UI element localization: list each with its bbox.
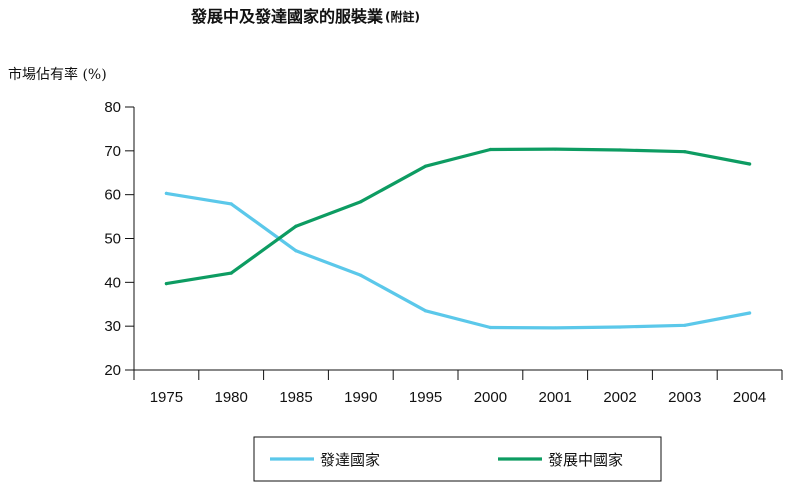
data-point <box>748 162 752 166</box>
axes <box>133 107 782 371</box>
data-point <box>294 249 298 253</box>
y-tick-label: 60 <box>104 187 121 204</box>
data-point <box>359 200 363 204</box>
data-point <box>748 311 752 315</box>
y-tick-label: 50 <box>104 231 121 248</box>
data-point <box>229 271 233 275</box>
x-tick-label: 1985 <box>279 389 312 406</box>
data-point <box>294 224 298 228</box>
chart-title-note: (附註) <box>385 9 420 24</box>
legend-label-1: 發達國家 <box>320 451 380 469</box>
x-tick-label: 2004 <box>733 389 766 406</box>
data-point <box>359 273 363 277</box>
data-point <box>164 191 168 195</box>
data-point <box>618 325 622 329</box>
y-tick-label: 20 <box>104 362 121 379</box>
x-tick-label: 1995 <box>409 389 442 406</box>
data-point <box>553 147 557 151</box>
x-tick-label: 1990 <box>344 389 377 406</box>
legend-label-2: 發展中國家 <box>548 451 623 469</box>
data-point <box>553 326 557 330</box>
x-tick-label: 2000 <box>474 389 507 406</box>
data-point <box>683 323 687 327</box>
series-lines <box>164 147 752 330</box>
series-line-2 <box>164 147 752 286</box>
x-tick-label: 1980 <box>215 389 248 406</box>
data-point <box>164 282 168 286</box>
y-ticks: 20 30 40 50 60 70 80 <box>104 99 134 379</box>
data-point <box>424 309 428 313</box>
y-tick-label: 70 <box>104 143 121 160</box>
data-point <box>488 325 492 330</box>
data-point <box>488 147 492 152</box>
x-tick-label: 2001 <box>539 389 572 406</box>
data-point <box>424 164 428 168</box>
x-tick-label: 2003 <box>668 389 701 406</box>
data-point <box>683 150 687 154</box>
y-axis-label: 市場佔有率 (%) <box>8 66 107 83</box>
x-tick-label: 1975 <box>150 389 183 406</box>
y-tick-label: 40 <box>104 274 121 291</box>
x-tick-label: 2002 <box>603 389 636 406</box>
x-ticks: 1975 1980 1985 1990 1995 2000 2001 2002 2003 2004 <box>133 370 783 406</box>
y-tick-label: 80 <box>104 99 121 116</box>
data-point <box>229 202 233 206</box>
data-point <box>618 148 622 152</box>
series-line-1 <box>164 191 752 330</box>
legend: 發達國家 發展中國家 <box>253 436 662 482</box>
chart-title: 發展中及發達國家的服裝業 <box>190 7 384 26</box>
legend-box <box>253 436 662 482</box>
y-tick-label: 30 <box>104 318 121 335</box>
